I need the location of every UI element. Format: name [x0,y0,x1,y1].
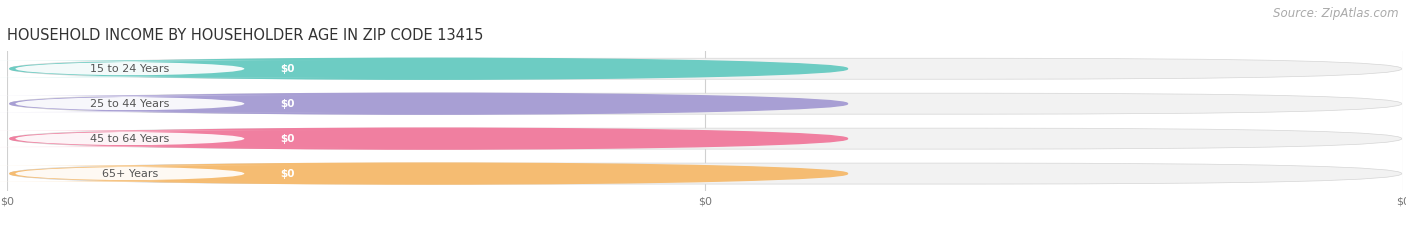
Text: 45 to 64 Years: 45 to 64 Years [90,134,170,144]
Text: Source: ZipAtlas.com: Source: ZipAtlas.com [1274,7,1399,20]
FancyBboxPatch shape [0,60,350,77]
FancyBboxPatch shape [0,130,350,147]
FancyBboxPatch shape [0,130,589,147]
FancyBboxPatch shape [0,165,350,182]
Text: $0: $0 [280,99,295,109]
Circle shape [10,163,848,184]
Text: $0: $0 [280,134,295,144]
FancyBboxPatch shape [10,128,1402,149]
Text: HOUSEHOLD INCOME BY HOUSEHOLDER AGE IN ZIP CODE 13415: HOUSEHOLD INCOME BY HOUSEHOLDER AGE IN Z… [7,28,484,43]
FancyBboxPatch shape [0,95,350,112]
Circle shape [10,93,848,114]
Text: $0: $0 [280,169,295,178]
Circle shape [10,58,848,79]
Text: 25 to 44 Years: 25 to 44 Years [90,99,170,109]
FancyBboxPatch shape [10,163,1402,184]
Text: 15 to 24 Years: 15 to 24 Years [90,64,170,74]
Text: $0: $0 [280,64,295,74]
FancyBboxPatch shape [0,95,589,112]
FancyBboxPatch shape [0,60,589,77]
Text: 65+ Years: 65+ Years [101,169,157,178]
Circle shape [10,128,848,149]
FancyBboxPatch shape [10,58,1402,79]
FancyBboxPatch shape [10,93,1402,114]
FancyBboxPatch shape [0,165,589,182]
